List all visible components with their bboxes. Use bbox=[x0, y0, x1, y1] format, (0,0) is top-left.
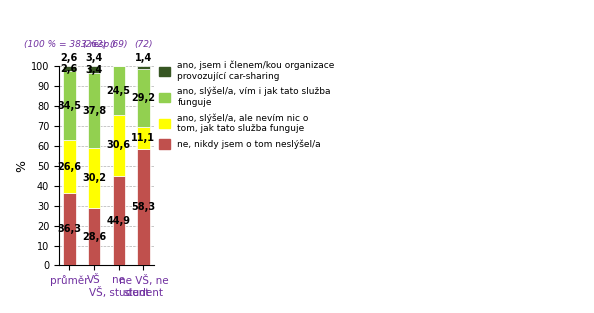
Text: (72): (72) bbox=[134, 40, 153, 49]
Bar bbox=[88, 148, 100, 208]
Bar bbox=[112, 176, 125, 265]
Legend: ano, jsem i členem/kou organizace
provozující car-sharing, ano, slýšel/a, vím i : ano, jsem i členem/kou organizace provoz… bbox=[159, 61, 335, 149]
Bar bbox=[88, 208, 100, 265]
Bar bbox=[112, 115, 125, 176]
Text: 37,8: 37,8 bbox=[82, 105, 106, 115]
Bar bbox=[88, 73, 100, 148]
Bar bbox=[112, 66, 125, 115]
Text: (69): (69) bbox=[109, 40, 128, 49]
Text: 26,6: 26,6 bbox=[58, 162, 81, 172]
Bar bbox=[63, 193, 75, 265]
Y-axis label: %: % bbox=[15, 160, 28, 172]
Text: 30,6: 30,6 bbox=[107, 141, 131, 151]
Text: 1,4: 1,4 bbox=[135, 53, 152, 63]
Text: 30,2: 30,2 bbox=[82, 173, 106, 183]
Text: 58,3: 58,3 bbox=[131, 203, 156, 213]
Text: 29,2: 29,2 bbox=[131, 93, 156, 103]
Text: 11,1: 11,1 bbox=[131, 133, 156, 143]
Text: 24,5: 24,5 bbox=[107, 85, 131, 95]
Text: 28,6: 28,6 bbox=[82, 232, 106, 242]
Bar bbox=[63, 66, 75, 71]
Bar bbox=[137, 149, 150, 265]
Text: 3,4: 3,4 bbox=[86, 64, 103, 74]
Text: 2,6: 2,6 bbox=[61, 53, 78, 63]
Text: 34,5: 34,5 bbox=[58, 101, 81, 111]
Text: 44,9: 44,9 bbox=[107, 216, 131, 226]
Bar bbox=[63, 140, 75, 193]
Bar bbox=[137, 127, 150, 149]
Bar bbox=[137, 66, 150, 69]
Text: (262): (262) bbox=[82, 40, 106, 49]
Text: 3,4: 3,4 bbox=[86, 53, 103, 63]
Bar bbox=[63, 71, 75, 140]
Bar bbox=[137, 69, 150, 127]
Text: (100 % = 383 resp.): (100 % = 383 resp.) bbox=[24, 40, 115, 49]
Text: 2,6: 2,6 bbox=[61, 64, 78, 74]
Text: 36,3: 36,3 bbox=[58, 224, 81, 234]
Bar bbox=[88, 66, 100, 73]
